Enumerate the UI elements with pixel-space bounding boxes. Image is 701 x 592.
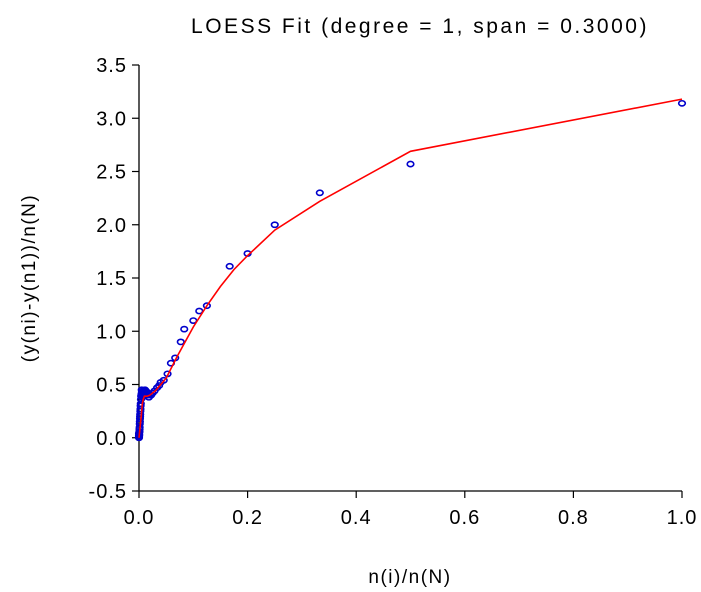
data-point [677,99,687,107]
data-point [202,302,211,310]
x-axis-label: n(i)/n(N) [368,567,451,588]
y-tick-label: 2.5 [96,162,127,184]
y-axis-label: (y(ni)-y(n1))/n(N) [19,194,40,362]
data-point [136,396,146,403]
plot-area: -0.5 0.0 0.5 1.0 1.5 2.0 2.5 3.0 3.5 0.0 0.2 0.4 0.6… [89,55,698,529]
data-point [225,262,234,270]
data-point [180,325,189,333]
data-point [137,386,146,394]
x-tick-label: 0.6 [449,507,480,529]
data-point [406,160,415,168]
y-tick-label: 2.0 [96,215,127,237]
y-tick-label: 3.0 [96,108,127,130]
loess-fit-line [138,98,683,438]
x-tick-label: 1.0 [667,507,698,529]
x-tick-label: 0.2 [232,507,263,529]
y-tick-label: 3.5 [96,55,127,77]
y-tick-label: -0.5 [89,481,127,503]
y-tick-label: 1.5 [96,268,127,290]
y-tick-label: 1.0 [96,321,127,343]
y-tick-label: 0.5 [96,375,127,397]
y-tick-label: 0.0 [96,428,127,450]
data-point [270,221,279,229]
x-tick-label: 0.8 [558,507,589,529]
x-tick-label: 0.0 [124,507,155,529]
data-point [176,338,185,346]
x-tick-label: 0.4 [341,507,372,529]
data-point [315,189,324,197]
chart-title: LOESS Fit (degree = 1, span = 0.3000) [191,15,649,38]
